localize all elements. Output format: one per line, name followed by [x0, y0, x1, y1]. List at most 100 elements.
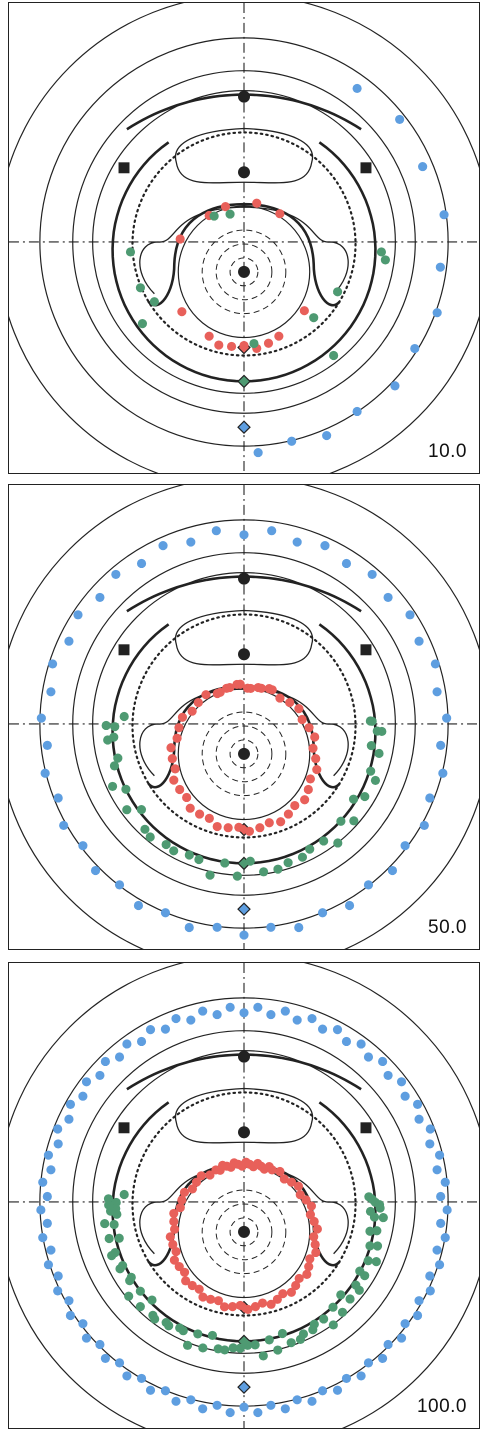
red-particle — [256, 1161, 266, 1171]
red-particle — [275, 1166, 285, 1177]
dashed-circle — [201, 229, 287, 315]
red-particle — [308, 743, 318, 753]
blue-particle — [136, 558, 147, 569]
blue-particle — [383, 592, 393, 602]
blue-particle — [425, 1124, 435, 1134]
red-particle — [194, 1284, 204, 1294]
blue-particle — [239, 1402, 249, 1412]
blue-particle — [160, 908, 171, 918]
red-particle — [221, 683, 232, 693]
green-particle — [277, 1328, 288, 1339]
red-particle — [300, 795, 310, 805]
blue-particle — [396, 1077, 407, 1087]
red-particle — [177, 712, 188, 722]
green-particle — [149, 297, 159, 307]
blue-particle — [367, 569, 377, 579]
green-particle — [286, 1338, 296, 1348]
blue-particle — [145, 1385, 156, 1395]
red-particle — [286, 1287, 296, 1297]
blue-particle — [292, 1015, 302, 1025]
panel-3-geometry — [9, 963, 479, 1428]
red-particle — [227, 1302, 238, 1312]
panel-1-diagram — [9, 3, 479, 473]
green-particle — [273, 864, 283, 874]
green-particle — [336, 816, 346, 826]
red-particle — [309, 1216, 319, 1227]
blue-particle — [317, 1386, 328, 1396]
blue-particle — [59, 820, 69, 831]
green-particle — [355, 1266, 365, 1276]
blue-particle — [48, 659, 58, 669]
blue-particle — [64, 1296, 74, 1306]
green-particle — [135, 1302, 145, 1312]
panel-2-diagram — [9, 485, 479, 949]
red-particle — [263, 338, 274, 348]
blue-particle — [405, 610, 415, 620]
red-particle — [293, 1181, 304, 1191]
blue-particle — [186, 537, 196, 547]
blue-particle — [53, 1139, 63, 1149]
red-particle — [187, 706, 197, 716]
blue-particle — [317, 908, 328, 918]
blue-particle — [352, 406, 362, 417]
red-particle — [294, 704, 304, 714]
red-particle — [206, 1294, 216, 1304]
red-particle — [226, 341, 237, 352]
red-particle — [305, 774, 315, 784]
green-particle — [103, 735, 113, 745]
blue-particle — [400, 1319, 410, 1329]
green-particle — [297, 852, 308, 862]
red-particle — [304, 1262, 314, 1272]
orbit-circle — [9, 963, 479, 1428]
green-particle — [249, 338, 259, 349]
red-particle — [253, 682, 263, 693]
red-particle — [291, 1280, 301, 1291]
top-dot-marker — [238, 1050, 250, 1063]
panel-2-label: 50.0 — [428, 917, 467, 938]
blue-particle — [40, 768, 50, 778]
red-particle — [198, 1292, 208, 1302]
blue-particle — [38, 1177, 48, 1187]
red-particle — [279, 1174, 289, 1184]
blue-particle — [73, 610, 83, 620]
red-particle — [196, 1171, 206, 1181]
blue-particle — [387, 865, 398, 876]
red-particle — [169, 1255, 179, 1265]
blue-particle — [396, 1333, 407, 1343]
green-particle — [259, 867, 269, 877]
green-particle — [182, 1340, 193, 1350]
red-particle — [223, 823, 233, 833]
red-particle — [204, 813, 214, 823]
green-particle — [232, 871, 242, 881]
red-particle — [264, 818, 274, 828]
blue-particle — [198, 1404, 208, 1414]
blue-particle — [160, 1024, 171, 1034]
green-particle — [349, 816, 359, 826]
red-particle — [234, 822, 244, 832]
blue-particle — [65, 1099, 76, 1109]
green-particle — [137, 319, 148, 329]
blue-particle — [212, 1009, 222, 1020]
red-particle — [239, 340, 249, 351]
left-square-marker — [118, 162, 130, 174]
red-particle — [264, 1162, 274, 1172]
blue-particle — [42, 1218, 52, 1228]
blue-particle — [43, 1150, 54, 1160]
panel-3-diagram — [9, 963, 479, 1428]
green-particle — [145, 832, 155, 842]
green-particle — [135, 283, 146, 293]
red-particle — [286, 1177, 297, 1187]
green-particle — [366, 766, 376, 776]
blue-particle — [253, 1407, 263, 1418]
red-particle — [310, 1239, 320, 1250]
green-particle — [305, 844, 315, 854]
red-particle — [172, 733, 182, 743]
red-particle — [201, 690, 211, 700]
green-particle — [345, 1294, 355, 1304]
blue-particle — [53, 793, 63, 803]
blue-particle — [363, 1052, 374, 1062]
green-particle — [193, 1329, 203, 1339]
blue-particle — [320, 541, 330, 551]
blue-particle — [53, 1271, 63, 1281]
red-particle — [219, 1302, 230, 1312]
